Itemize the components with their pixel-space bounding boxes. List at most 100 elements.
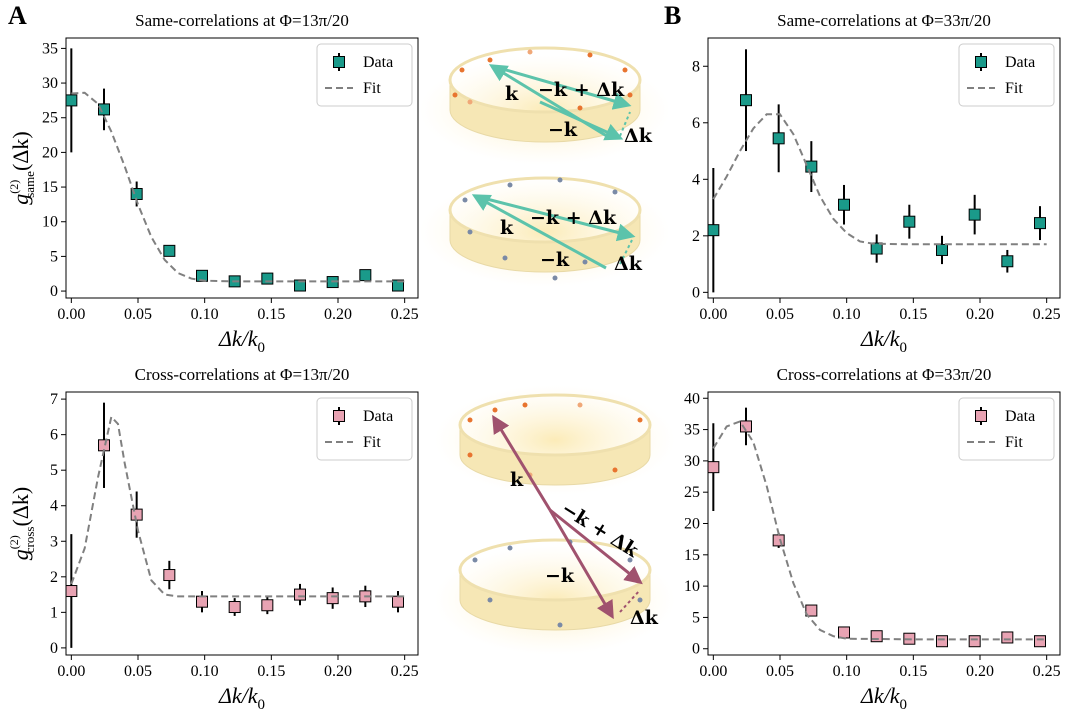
data-point xyxy=(1034,635,1046,648)
y-tick-label: 15 xyxy=(42,179,58,196)
plot-area xyxy=(708,407,1047,648)
data-point xyxy=(1034,217,1046,230)
data-point xyxy=(740,420,752,433)
data-point xyxy=(196,595,208,608)
data-point xyxy=(66,94,78,107)
y-label-sub: same xyxy=(22,171,37,198)
y-label-sub: cross xyxy=(22,527,37,554)
data-point xyxy=(740,94,752,107)
data-point xyxy=(936,635,948,648)
y-tick-label: 25 xyxy=(684,484,700,501)
chart-title: Cross-correlations at Φ=33π/20 xyxy=(777,365,992,384)
data-point xyxy=(870,242,883,255)
x-tick-label: 0.10 xyxy=(833,663,861,680)
legend-label: Fit xyxy=(363,80,381,97)
data-point xyxy=(838,626,850,639)
y-tick-label: 10 xyxy=(684,578,700,595)
y-tick-label: 5 xyxy=(692,609,700,626)
data-point xyxy=(805,160,818,173)
plot-area xyxy=(66,402,405,648)
x-tick-label: 0.00 xyxy=(699,663,727,680)
x-tick-label: 0.05 xyxy=(766,306,794,323)
y-tick-label: 2 xyxy=(692,228,700,245)
data-point xyxy=(392,279,404,292)
diagram-label: Δk xyxy=(624,125,653,147)
x-tick-label: 0.20 xyxy=(966,306,994,323)
legend-label: Fit xyxy=(1005,80,1023,97)
y-label-sup: (2) xyxy=(7,180,21,194)
y-tick-label: 20 xyxy=(42,144,58,161)
chart: Cross-correlations at Φ=13π/20 0 1 2 3 4 5 6 7 0.… xyxy=(7,365,419,709)
y-label-arg: (Δk) xyxy=(8,487,33,527)
x-tick-label: 0.25 xyxy=(1033,306,1061,323)
panel-label: B xyxy=(664,1,681,30)
legend-label: Data xyxy=(1005,408,1035,425)
y-tick-label: 15 xyxy=(684,547,700,564)
x-label-sub: 0 xyxy=(900,340,908,356)
diagram-label: −k + Δk xyxy=(538,79,625,101)
ring-diagram: k −k + Δk −k Δk k −k + Δk −k Δk k −k + Δ… xyxy=(420,46,675,655)
x-tick-label: 0.15 xyxy=(257,306,285,323)
y-tick-label: 5 xyxy=(50,462,58,479)
y-tick-label: 4 xyxy=(692,171,700,188)
diagram-label: k xyxy=(500,217,514,239)
y-label-sup: (2) xyxy=(7,535,21,549)
y-tick-label: 30 xyxy=(684,453,700,470)
x-tick-label: 0.05 xyxy=(124,663,152,680)
plot-frame xyxy=(707,37,1061,299)
chart-title: Same-correlations at Φ=33π/20 xyxy=(777,11,991,30)
x-tick-label: 0.05 xyxy=(124,306,152,323)
x-label-sub: 0 xyxy=(258,340,266,356)
x-label-main: Δk/k xyxy=(218,683,259,708)
chart: Same-correlations at Φ=33π/20 0 2 4 6 8 0.00 0.… xyxy=(692,11,1061,356)
diagram-label: k xyxy=(505,83,519,105)
data-point xyxy=(1001,631,1014,644)
data-point xyxy=(98,439,110,452)
x-tick-label: 0.25 xyxy=(391,306,419,323)
panel-label: A xyxy=(8,1,27,30)
x-tick-label: 0.10 xyxy=(833,306,861,323)
y-tick-label: 0 xyxy=(50,283,58,300)
x-label-main: Δk/k xyxy=(860,683,901,708)
data-point xyxy=(1001,255,1014,268)
y-tick-label: 5 xyxy=(50,248,58,265)
x-axis-label: Δk/k0 xyxy=(860,326,907,356)
x-tick-label: 0.05 xyxy=(766,663,794,680)
y-axis-label: g(2)cross(Δk) xyxy=(7,487,37,561)
legend-swatch xyxy=(333,410,345,422)
chart-title: Same-correlations at Φ=13π/20 xyxy=(135,11,349,30)
data-point xyxy=(870,630,883,643)
data-point xyxy=(838,198,850,211)
data-point xyxy=(130,508,143,521)
data-point xyxy=(392,595,404,608)
data-point xyxy=(261,272,274,285)
x-axis-label: Δk/k0 xyxy=(218,683,265,709)
data-point xyxy=(708,461,720,474)
data-point xyxy=(708,224,720,237)
diagram-label: −k + Δk xyxy=(530,207,617,229)
chart-title: Cross-correlations at Φ=13π/20 xyxy=(135,365,350,384)
data-point xyxy=(359,269,372,282)
data-point xyxy=(261,599,274,612)
legend-swatch xyxy=(975,410,987,422)
chart: Same-correlations at Φ=13π/20 0 5 10 15 20 25 3… xyxy=(7,11,419,356)
fit-line xyxy=(71,91,405,283)
x-tick-label: 0.00 xyxy=(699,306,727,323)
y-tick-label: 0 xyxy=(50,640,58,657)
fit-line xyxy=(712,420,1047,641)
data-point xyxy=(98,103,110,116)
x-tick-label: 0.20 xyxy=(966,663,994,680)
data-point xyxy=(294,588,306,601)
plot-frame xyxy=(707,391,1061,656)
x-axis-label: Δk/k0 xyxy=(218,326,265,356)
legend-label: Fit xyxy=(363,434,381,451)
fit-line xyxy=(70,414,405,598)
diagram-label: Δk xyxy=(614,253,643,275)
plot-area xyxy=(66,48,405,292)
data-point xyxy=(163,569,176,582)
y-tick-label: 30 xyxy=(42,75,58,92)
y-tick-label: 6 xyxy=(50,427,58,444)
y-tick-label: 25 xyxy=(42,110,58,127)
y-tick-label: 2 xyxy=(50,569,58,586)
